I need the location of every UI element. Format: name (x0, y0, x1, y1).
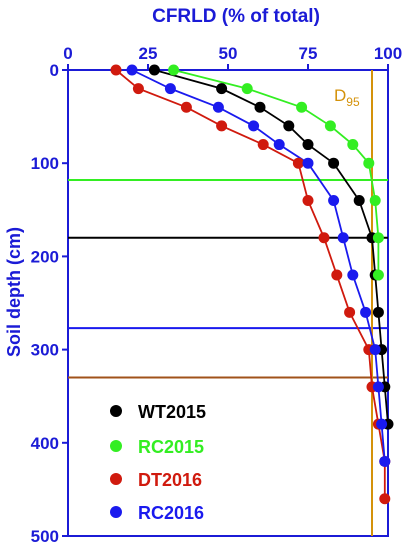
y-tick-label-400: 400 (31, 434, 59, 453)
point-rc2015-20 (241, 83, 253, 95)
y-tick-label-0: 0 (50, 61, 59, 80)
point-rc2015-140 (369, 194, 381, 206)
point-rc2016-80 (273, 139, 285, 151)
point-dt2016-20 (132, 83, 144, 95)
point-dt2016-460 (379, 493, 391, 505)
point-dt2016-220 (331, 269, 343, 281)
point-rc2015-0 (168, 64, 180, 76)
point-rc2015-180 (372, 232, 384, 244)
legend-marker-rc2015 (110, 440, 122, 452)
y-axis-label: Soil depth (cm) (4, 227, 24, 357)
point-dt2016-260 (344, 306, 356, 318)
point-wt2015-20 (216, 83, 228, 95)
legend-label-rc2016: RC2016 (138, 503, 204, 523)
series-line-dt2016 (115, 69, 386, 499)
plot-frame (67, 69, 389, 537)
reference-lines (68, 70, 388, 536)
legend-label-wt2015: WT2015 (138, 402, 206, 422)
point-rc2015-220 (372, 269, 384, 281)
legend-label-dt2016: DT2016 (138, 470, 202, 490)
x-tick-label-0: 0 (63, 44, 72, 63)
point-rc2016-140 (328, 194, 340, 206)
series-line-rc2016 (131, 69, 386, 462)
x-tick-label-25: 25 (139, 44, 158, 63)
point-wt2015-260 (372, 306, 384, 318)
axis-ticks: 0 25 50 75 100 0 100 200 300 400 500 (31, 44, 403, 546)
point-rc2016-220 (347, 269, 359, 281)
x-tick-label-100: 100 (374, 44, 402, 63)
point-dt2016-40 (180, 101, 192, 113)
point-wt2015-40 (254, 101, 266, 113)
point-rc2016-100 (302, 157, 314, 169)
point-rc2016-340 (372, 381, 384, 393)
point-wt2015-80 (302, 139, 314, 151)
legend-marker-rc2016 (110, 506, 122, 518)
legend-label-rc2015: RC2015 (138, 437, 204, 457)
point-rc2015-40 (296, 101, 308, 113)
point-rc2016-420 (379, 455, 391, 467)
point-rc2016-180 (337, 232, 349, 244)
chart-title: CFRLD (% of total) (152, 6, 320, 27)
legend-marker-wt2015 (110, 405, 122, 417)
y-tick-label-100: 100 (31, 154, 59, 173)
legend: WT2015 RC2015 DT2016 RC2016 (110, 402, 206, 523)
point-rc2016-0 (126, 64, 138, 76)
point-dt2016-140 (302, 194, 314, 206)
point-rc2016-20 (164, 83, 176, 95)
point-wt2015-100 (328, 157, 340, 169)
legend-marker-dt2016 (110, 473, 122, 485)
point-rc2015-80 (347, 139, 359, 151)
point-wt2015-60 (283, 120, 295, 132)
d95-label: D95 (334, 86, 360, 109)
y-tick-label-300: 300 (31, 341, 59, 360)
series-line-wt2015 (154, 69, 389, 425)
point-rc2016-40 (212, 101, 224, 113)
series-layer (110, 64, 394, 505)
y-tick-label-200: 200 (31, 247, 59, 266)
d95-label-main: D (334, 86, 346, 105)
point-dt2016-100 (292, 157, 304, 169)
point-rc2016-300 (369, 344, 381, 356)
point-rc2015-100 (363, 157, 375, 169)
x-tick-label-75: 75 (299, 44, 318, 63)
point-dt2016-60 (216, 120, 228, 132)
point-rc2016-60 (248, 120, 260, 132)
point-wt2015-0 (148, 64, 160, 76)
point-dt2016-0 (110, 64, 122, 76)
point-dt2016-180 (318, 232, 330, 244)
d95-label-sub: 95 (346, 95, 360, 109)
x-tick-label-50: 50 (219, 44, 238, 63)
point-rc2016-260 (360, 306, 372, 318)
point-wt2015-140 (353, 194, 365, 206)
point-rc2016-380 (376, 418, 388, 430)
y-tick-label-500: 500 (31, 527, 59, 546)
point-dt2016-80 (257, 139, 269, 151)
point-rc2015-60 (324, 120, 336, 132)
